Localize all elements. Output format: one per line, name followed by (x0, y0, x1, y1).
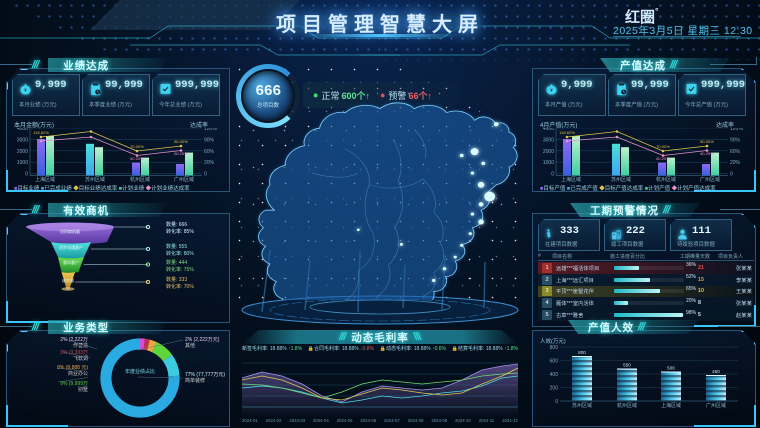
svg-text:杭州区域: 杭州区域 (617, 402, 637, 409)
svg-text:60.25%: 60.25% (174, 151, 188, 156)
svg-text:2000: 2000 (17, 149, 28, 155)
svg-text:0: 0 (204, 172, 207, 178)
svg-text:90%: 90% (730, 137, 741, 143)
svg-text:苏州区域: 苏州区域 (572, 402, 592, 409)
svg-text:2000: 2000 (543, 149, 554, 155)
svg-text:0: 0 (25, 172, 28, 178)
svg-text:80.00%: 80.00% (174, 139, 188, 144)
svg-text:20%: 20% (204, 160, 215, 166)
svg-text:成交量: 成交量 (62, 277, 74, 283)
svg-text:600: 600 (550, 359, 559, 365)
svg-text:广州区域: 广州区域 (706, 402, 726, 409)
svg-text:118.62%: 118.62% (33, 130, 49, 135)
svg-text:上海区域: 上海区域 (561, 176, 581, 183)
svg-text:广州区域: 广州区域 (174, 176, 194, 183)
svg-text:0: 0 (555, 399, 558, 405)
svg-text:杭州区域: 杭州区域 (130, 176, 150, 183)
svg-text:800: 800 (550, 345, 559, 351)
svg-text:上海区域: 上海区域 (35, 176, 55, 183)
svg-text:400: 400 (550, 372, 559, 378)
svg-text:杭州区域: 杭州区域 (656, 176, 676, 183)
svg-text:90%: 90% (204, 137, 215, 143)
svg-text:1000: 1000 (543, 160, 554, 166)
svg-text:118.62%: 118.62% (559, 130, 575, 135)
svg-text:200: 200 (550, 386, 559, 392)
svg-text:4000: 4000 (17, 128, 28, 132)
svg-text:500: 500 (667, 366, 675, 371)
svg-text:上海区域: 上海区域 (661, 402, 681, 409)
svg-text:70.00%: 70.00% (656, 144, 670, 149)
svg-text:3000: 3000 (17, 137, 28, 143)
svg-text:60%: 60% (730, 149, 741, 155)
svg-text:4000: 4000 (543, 128, 554, 132)
svg-text:120%: 120% (730, 128, 743, 132)
svg-text:20%: 20% (730, 160, 741, 166)
svg-text:60.25%: 60.25% (130, 156, 144, 161)
svg-text:450: 450 (712, 369, 720, 374)
svg-text:3000: 3000 (543, 137, 554, 143)
svg-text:0: 0 (730, 172, 733, 178)
svg-text:60.25%: 60.25% (700, 151, 714, 156)
svg-text:苏州区域: 苏州区域 (85, 176, 105, 183)
svg-text:苏州区域: 苏州区域 (611, 176, 631, 183)
svg-text:广州区域: 广州区域 (700, 176, 720, 183)
svg-text:初步沟通客户: 初步沟通客户 (59, 244, 83, 250)
svg-text:0: 0 (551, 172, 554, 178)
svg-text:60.25%: 60.25% (656, 156, 670, 161)
svg-text:80.00%: 80.00% (700, 139, 714, 144)
svg-text:访问商机量: 访问商机量 (60, 228, 80, 234)
svg-text:1000: 1000 (17, 160, 28, 166)
svg-text:意向客户: 意向客户 (63, 259, 79, 265)
svg-text:550: 550 (623, 363, 631, 368)
svg-text:70.00%: 70.00% (130, 144, 144, 149)
svg-text:60%: 60% (204, 149, 215, 155)
svg-text:120%: 120% (204, 128, 217, 132)
svg-text:800: 800 (578, 350, 586, 355)
